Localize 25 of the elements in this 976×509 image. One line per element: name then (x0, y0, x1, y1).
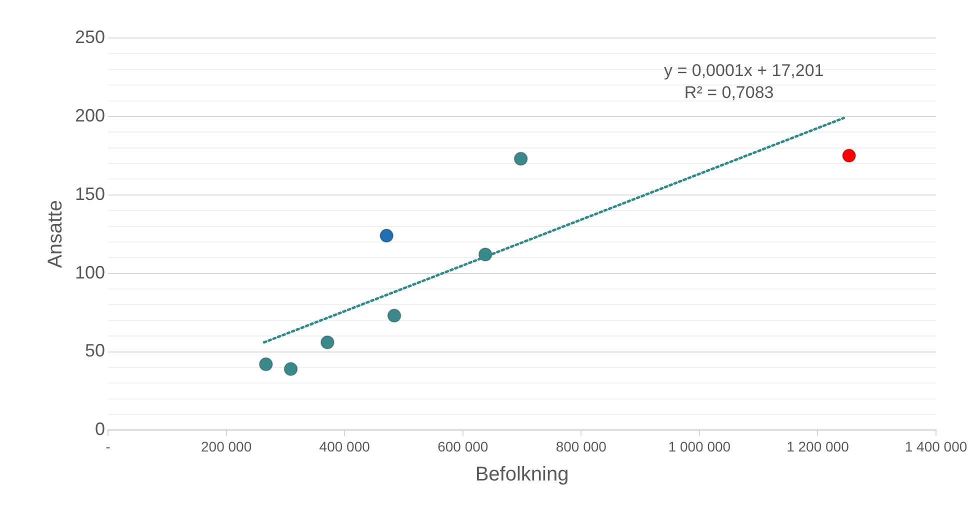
x-tick-label: 1 400 000 (904, 438, 968, 454)
y-tick-label: 0 (95, 419, 106, 440)
x-tick-label: - (106, 438, 111, 454)
annotation: y = 0,0001x + 17,201 (664, 61, 824, 80)
x-tick-label: 400 000 (319, 438, 370, 454)
x-axis-title: Befolkning (475, 464, 569, 486)
y-tick-label: 250 (74, 26, 106, 47)
point (380, 228, 394, 243)
point (258, 357, 273, 372)
y-tick-label: 200 (74, 105, 106, 126)
y-tick-label: 100 (74, 262, 106, 282)
point (842, 148, 856, 163)
x-tick-label: 800 000 (556, 438, 607, 454)
point (320, 335, 334, 350)
y-axis-title: Ansatte (44, 200, 67, 268)
x-tick-label: 1 000 000 (668, 438, 731, 454)
x-tick-label: 600 000 (438, 438, 488, 454)
x-tick-label: 1 200 000 (786, 438, 850, 454)
y-tick-label: 50 (85, 340, 106, 361)
x-tick-label: 200 000 (201, 438, 252, 454)
y-tick-label: 150 (74, 184, 106, 204)
point (514, 152, 528, 166)
point (284, 362, 298, 376)
point (387, 308, 402, 323)
annotation: R² = 0,7083 (684, 83, 774, 102)
